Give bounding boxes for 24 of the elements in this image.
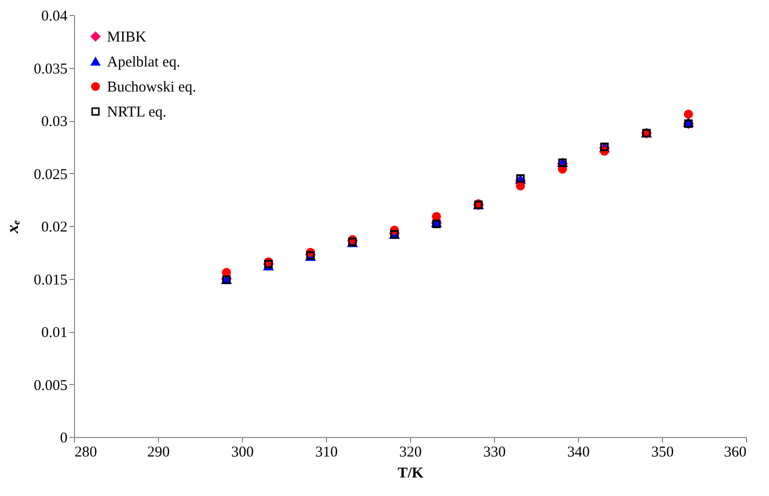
y-tick-label: 0.04 <box>41 8 68 24</box>
x-tick-label: 330 <box>483 444 506 460</box>
y-axis-title: xₑ <box>2 220 22 234</box>
y-tick-label: 0.03 <box>41 114 68 130</box>
x-tick-label: 350 <box>651 444 674 460</box>
x-tick-label: 340 <box>567 444 590 460</box>
legend-label: MIBK <box>107 30 146 46</box>
x-tick-label: 290 <box>147 444 170 460</box>
legend-label: Apelblat eq. <box>107 54 180 70</box>
y-tick-label: 0.02 <box>41 220 68 236</box>
x-tick-label: 300 <box>231 444 254 460</box>
x-tick-label: 280 <box>74 444 97 460</box>
x-axis-title: T/K <box>398 466 424 482</box>
x-tick-label: 310 <box>315 444 338 460</box>
legend-label: NRTL eq. <box>107 104 166 120</box>
y-tick-label: 0.025 <box>34 166 68 183</box>
y-tick-label: 0.01 <box>41 325 68 341</box>
y-tick-label: 0.005 <box>34 378 68 394</box>
x-tick-label: 360 <box>724 444 746 460</box>
y-tick-label: 0 <box>60 430 68 446</box>
y-tick-label: 0.035 <box>34 61 68 78</box>
y-tick-label: 0.015 <box>34 272 68 288</box>
legend-label: Buchowski eq. <box>107 80 196 96</box>
x-tick-label: 320 <box>399 444 422 460</box>
